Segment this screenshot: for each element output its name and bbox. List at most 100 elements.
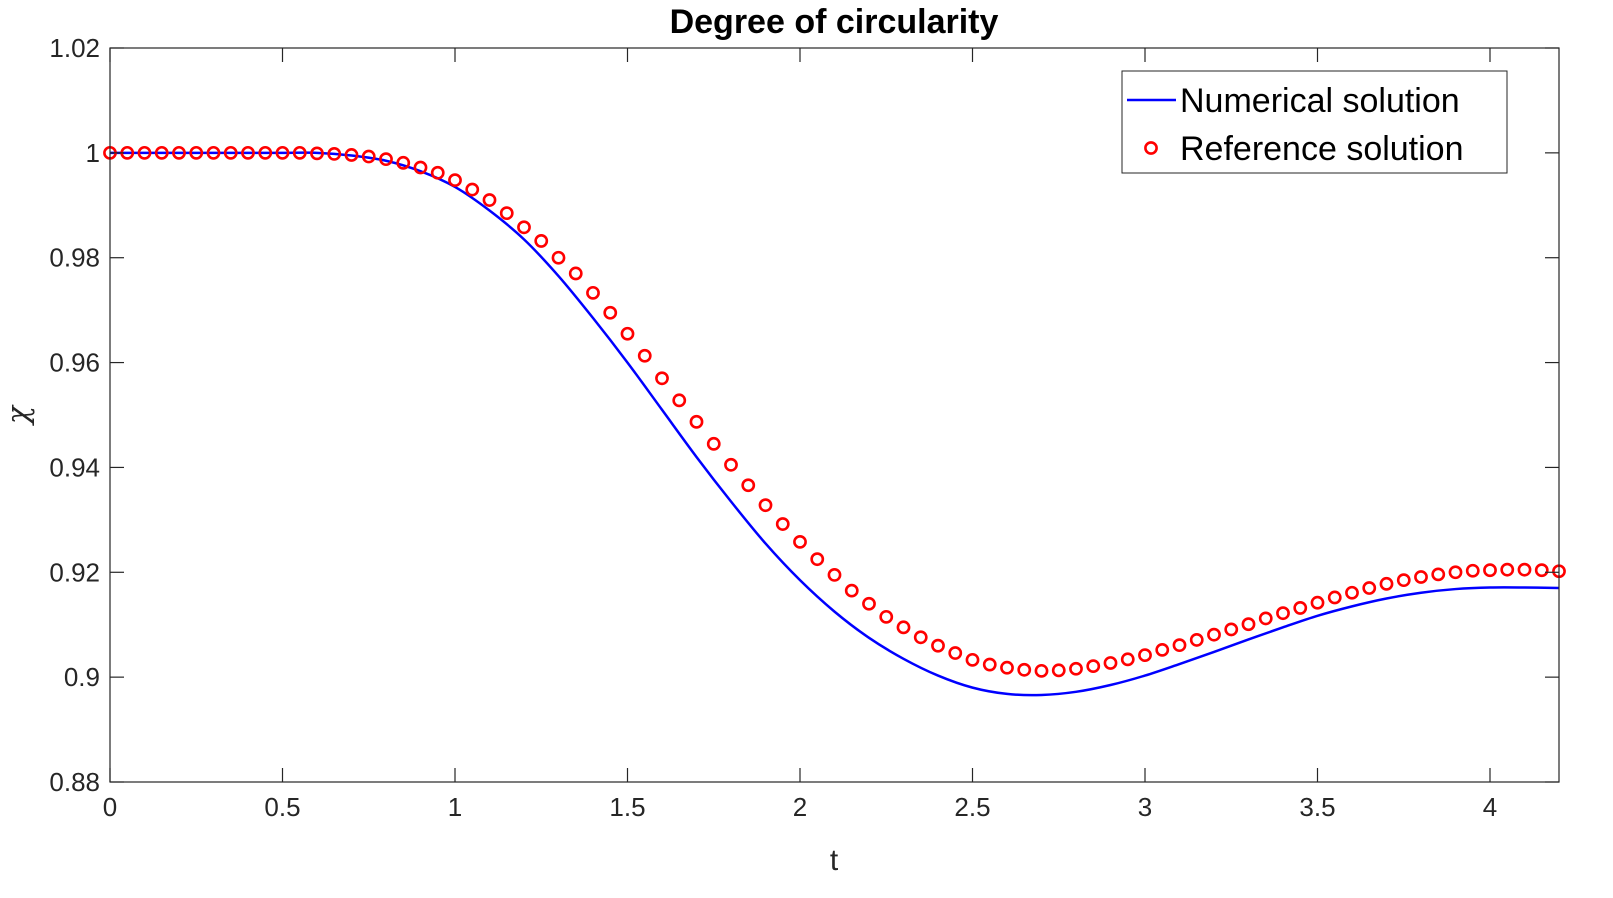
reference-point [620, 326, 635, 341]
reference-point [1534, 563, 1549, 578]
reference-point [827, 568, 842, 582]
reference-point [1051, 663, 1066, 678]
x-tick-label: 1.5 [609, 792, 645, 822]
reference-point [534, 234, 549, 248]
x-tick-label: 0 [103, 792, 117, 822]
reference-point [1258, 611, 1273, 626]
reference-point [413, 160, 428, 175]
reference-point [1517, 562, 1532, 577]
x-tick-label: 4 [1483, 792, 1497, 822]
x-tick-label: 2.5 [954, 792, 990, 822]
reference-point [275, 145, 290, 160]
ticks-layer: 0 0.5 1 1.5 2 2.5 3 3.5 4 0.88 0.9 0.92 0.94 0.96 0.98… [49, 33, 1559, 822]
reference-point [793, 534, 807, 549]
reference-point [1276, 606, 1290, 621]
reference-point [1345, 585, 1359, 600]
reference-point [361, 149, 376, 164]
y-tick-label: 0.9 [64, 662, 100, 692]
reference-point [499, 206, 514, 221]
reference-point [965, 652, 980, 667]
x-tick-label: 0.5 [264, 792, 300, 822]
reference-point [948, 646, 963, 660]
legend-label-reference: Reference solution [1180, 130, 1464, 168]
reference-point [1379, 576, 1394, 591]
reference-point [568, 266, 583, 281]
reference-point [741, 478, 756, 493]
reference-point [1103, 656, 1118, 670]
reference-point [1120, 652, 1135, 667]
reference-point [672, 393, 687, 408]
reference-point [603, 305, 618, 320]
reference-point [1327, 590, 1342, 605]
reference-point [241, 145, 255, 160]
y-tick-label: 0.92 [49, 557, 100, 587]
reference-point [1189, 633, 1204, 647]
reference-point [1086, 659, 1101, 674]
reference-point [706, 436, 721, 451]
reference-point [448, 173, 462, 188]
reference-point [637, 348, 652, 363]
reference-point [223, 145, 238, 160]
y-tick-label: 0.94 [49, 452, 100, 482]
reference-point [724, 457, 738, 472]
reference-point [1000, 660, 1014, 675]
y-tick-label: 0.98 [49, 243, 100, 273]
x-tick-label: 3 [1138, 792, 1152, 822]
reference-point [1207, 627, 1221, 642]
x-tick-label: 2 [793, 792, 807, 822]
chart-title: Degree of circularity [670, 3, 999, 41]
reference-point [879, 609, 894, 624]
reference-point [1069, 661, 1083, 676]
series-layer [103, 145, 1566, 697]
reference-point [551, 250, 566, 265]
reference-point [1293, 601, 1308, 615]
reference-point [862, 596, 876, 611]
reference-point [1241, 617, 1256, 632]
reference-point [517, 220, 531, 235]
legend-label-numerical: Numerical solution [1180, 82, 1460, 120]
reference-point [896, 620, 911, 635]
reference-point [586, 285, 600, 300]
reference-point [982, 657, 997, 672]
reference-point [913, 630, 928, 645]
reference-point [137, 145, 152, 160]
reference-point [396, 155, 411, 170]
reference-point [1034, 663, 1049, 678]
reference-point [1172, 638, 1187, 653]
reference-point [1465, 563, 1480, 578]
x-tick-label: 3.5 [1299, 792, 1335, 822]
reference-point [1414, 570, 1428, 584]
legend: Numerical solution Reference solution [1121, 70, 1508, 174]
reference-point [1448, 565, 1463, 580]
y-axis-label: χ [1, 404, 36, 426]
x-tick-label: 1 [448, 792, 462, 822]
reference-point [775, 517, 790, 531]
reference-point [1396, 573, 1411, 588]
reference-point [206, 145, 221, 160]
reference-point [292, 145, 307, 160]
y-tick-label: 0.96 [49, 348, 100, 378]
plot-frame [109, 47, 1560, 783]
reference-point [430, 165, 445, 180]
reference-point [931, 638, 945, 653]
reference-point [154, 145, 169, 160]
reference-point [379, 152, 393, 167]
reference-point [1431, 567, 1446, 582]
reference-point [1155, 642, 1170, 657]
legend-marker-swatch [1144, 141, 1158, 155]
reference-point [1500, 562, 1515, 577]
reference-point [310, 146, 324, 161]
reference-point [1224, 622, 1239, 637]
reference-point [655, 371, 669, 386]
reference-point [327, 147, 342, 161]
x-axis-label: t [830, 844, 839, 877]
reference-point [758, 498, 773, 513]
reference-point [1310, 595, 1325, 610]
reference-point [189, 145, 204, 160]
y-tick-label: 1.02 [49, 33, 100, 63]
reference-point [1483, 563, 1497, 578]
reference-point [172, 145, 186, 160]
reference-point [465, 182, 480, 197]
reference-point [344, 148, 359, 162]
